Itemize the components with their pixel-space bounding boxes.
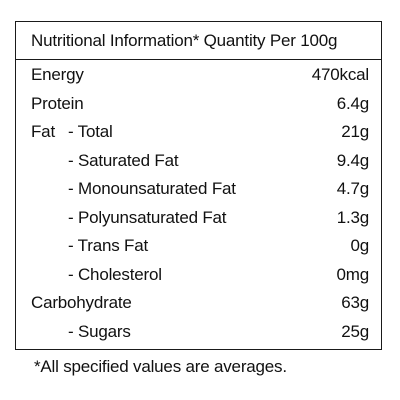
row-value: 470kcal [311,65,369,84]
nutrition-table: Nutritional Information* Quantity Per 10… [15,21,382,350]
row-sublabel: - Sugars [68,321,131,341]
row-value: 0g [350,236,369,255]
row-sublabel: - Polyunsaturated Fat [68,207,227,227]
row-sublabel: - Saturated Fat [68,150,179,170]
row-cholesterol: - Cholesterol 0mg [16,261,381,290]
row-value: 25g [341,321,369,341]
row-fat-total: Fat - Total 21g [16,118,381,147]
row-value: 9.4g [336,150,369,170]
row-saturated-fat: - Saturated Fat 9.4g [16,147,381,176]
row-value: 0mg [336,264,370,284]
row-value: 6.4g [336,93,369,113]
row-value: 63g [341,293,369,312]
row-sugars: - Sugars 25g [16,318,381,347]
row-sublabel: - Total [68,122,113,141]
row-value: 21g [341,122,369,141]
row-label: Fat [31,122,55,141]
row-energy: Energy 470kcal [16,61,381,90]
row-polyunsaturated-fat: - Polyunsaturated Fat 1.3g [16,204,381,233]
table-header: Nutritional Information* Quantity Per 10… [16,22,381,60]
row-label: Carbohydrate [31,293,132,312]
row-value: 1.3g [336,207,369,227]
row-sublabel: - Trans Fat [68,236,148,255]
table-body: Energy 470kcal Protein 6.4g Fat - Total … [16,60,381,346]
row-carbohydrate: Carbohydrate 63g [16,289,381,318]
row-protein: Protein 6.4g [16,90,381,119]
row-sublabel: - Monounsaturated Fat [68,179,236,198]
row-value: 4.7g [336,179,369,198]
row-sublabel: - Cholesterol [68,264,162,284]
row-label: Protein [31,93,84,113]
row-trans-fat: - Trans Fat 0g [16,232,381,261]
row-monounsaturated-fat: - Monounsaturated Fat 4.7g [16,175,381,204]
footnote: *All specified values are averages. [34,357,287,376]
row-label: Energy [31,65,84,84]
